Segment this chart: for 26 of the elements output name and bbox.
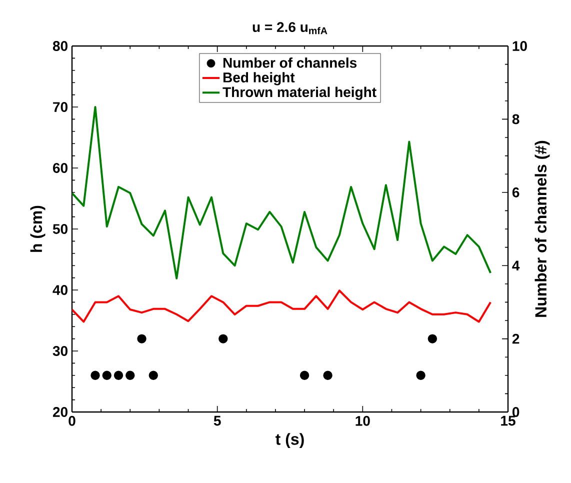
line-series bbox=[72, 106, 492, 280]
y2-tick-label: 0 bbox=[512, 407, 520, 417]
y-axis-title: h (cm) bbox=[30, 206, 46, 252]
y-tick-label: 70 bbox=[53, 102, 68, 112]
y-tick-label: 60 bbox=[53, 163, 68, 173]
y-tick-label: 40 bbox=[52, 285, 68, 295]
x-tick-label: 0 bbox=[68, 416, 76, 426]
x-tick-label: 10 bbox=[356, 416, 370, 426]
y2-tick-label: 6 bbox=[512, 187, 520, 198]
y-tick-label: 20 bbox=[52, 407, 68, 417]
chart-title: u = 2.6 u$_{mfA}$ bbox=[252, 22, 328, 34]
y2-tick-label: 10 bbox=[512, 41, 527, 51]
x-tick-label: 5 bbox=[214, 416, 221, 426]
y2-tick-label: 2 bbox=[512, 334, 520, 344]
legend-label: Thrown material height bbox=[222, 86, 376, 100]
y2-tick-label: 8 bbox=[512, 114, 520, 124]
y-tick-label: 50 bbox=[52, 224, 68, 234]
x-axis-title: t (s) bbox=[276, 433, 304, 448]
y2-tick-label: 4 bbox=[512, 260, 520, 270]
legend-label: Number of channels bbox=[223, 58, 357, 68]
y2-axis-title: Number of channels (#) bbox=[534, 140, 550, 317]
legend-label: Bed height bbox=[223, 72, 295, 86]
y-tick-label: 80 bbox=[52, 41, 68, 51]
y-tick-label: 30 bbox=[52, 346, 68, 356]
line-series bbox=[72, 290, 492, 323]
x-tick-label: 15 bbox=[501, 416, 516, 426]
